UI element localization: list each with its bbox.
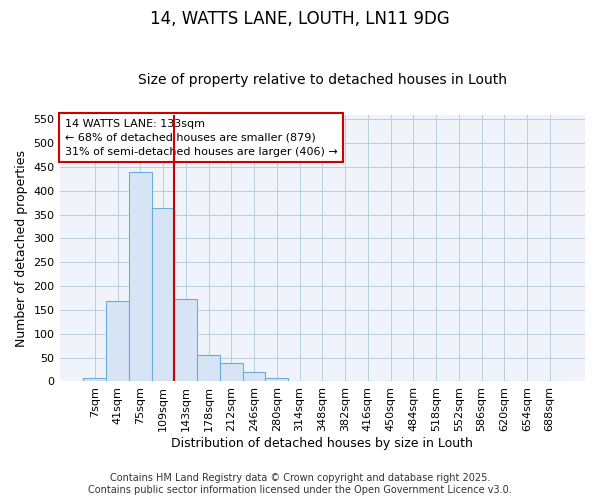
Bar (242, 372, 265, 382)
Bar (152, 208, 175, 382)
Bar (265, 378, 288, 382)
Bar (197, 355, 220, 382)
Y-axis label: Number of detached properties: Number of detached properties (15, 150, 28, 346)
Bar (129, 172, 152, 382)
X-axis label: Distribution of detached houses by size in Louth: Distribution of detached houses by size … (172, 437, 473, 450)
Text: 14 WATTS LANE: 133sqm
← 68% of detached houses are smaller (879)
31% of semi-det: 14 WATTS LANE: 133sqm ← 68% of detached … (65, 118, 338, 156)
Title: Size of property relative to detached houses in Louth: Size of property relative to detached ho… (138, 73, 507, 87)
Bar (220, 364, 242, 382)
Bar (175, 299, 197, 382)
Bar (106, 302, 129, 382)
Text: Contains HM Land Registry data © Crown copyright and database right 2025.
Contai: Contains HM Land Registry data © Crown c… (88, 474, 512, 495)
Bar (83, 378, 106, 382)
Text: 14, WATTS LANE, LOUTH, LN11 9DG: 14, WATTS LANE, LOUTH, LN11 9DG (150, 10, 450, 28)
